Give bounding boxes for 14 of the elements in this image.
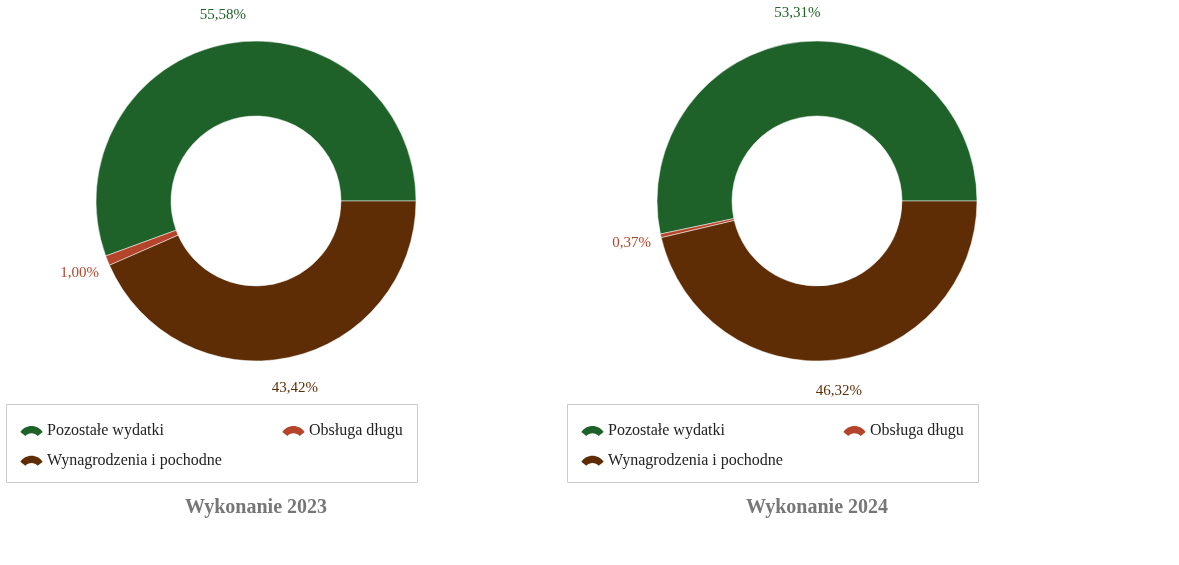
legend-label: Obsługa długu: [309, 420, 403, 439]
legend-label: Pozostałe wydatki: [608, 420, 726, 439]
text: Wykonanie 2024: [745, 494, 889, 518]
data-label: 1,00%: [60, 263, 100, 280]
data-label: 46,32%: [815, 381, 863, 398]
data-label: 55,58%: [199, 5, 246, 22]
legend-label: Pozostałe wydatki: [47, 420, 165, 439]
text: Wykonanie 2023: [184, 494, 328, 518]
legend-label: Wynagrodzenia i pochodne: [608, 450, 783, 469]
data-label: 43,42%: [271, 378, 319, 395]
data-label: 53,31%: [774, 4, 821, 21]
legend-label: Obsługa długu: [870, 420, 964, 439]
data-label: 0,37%: [612, 234, 651, 251]
legend-label: Wynagrodzenia i pochodne: [47, 450, 222, 469]
